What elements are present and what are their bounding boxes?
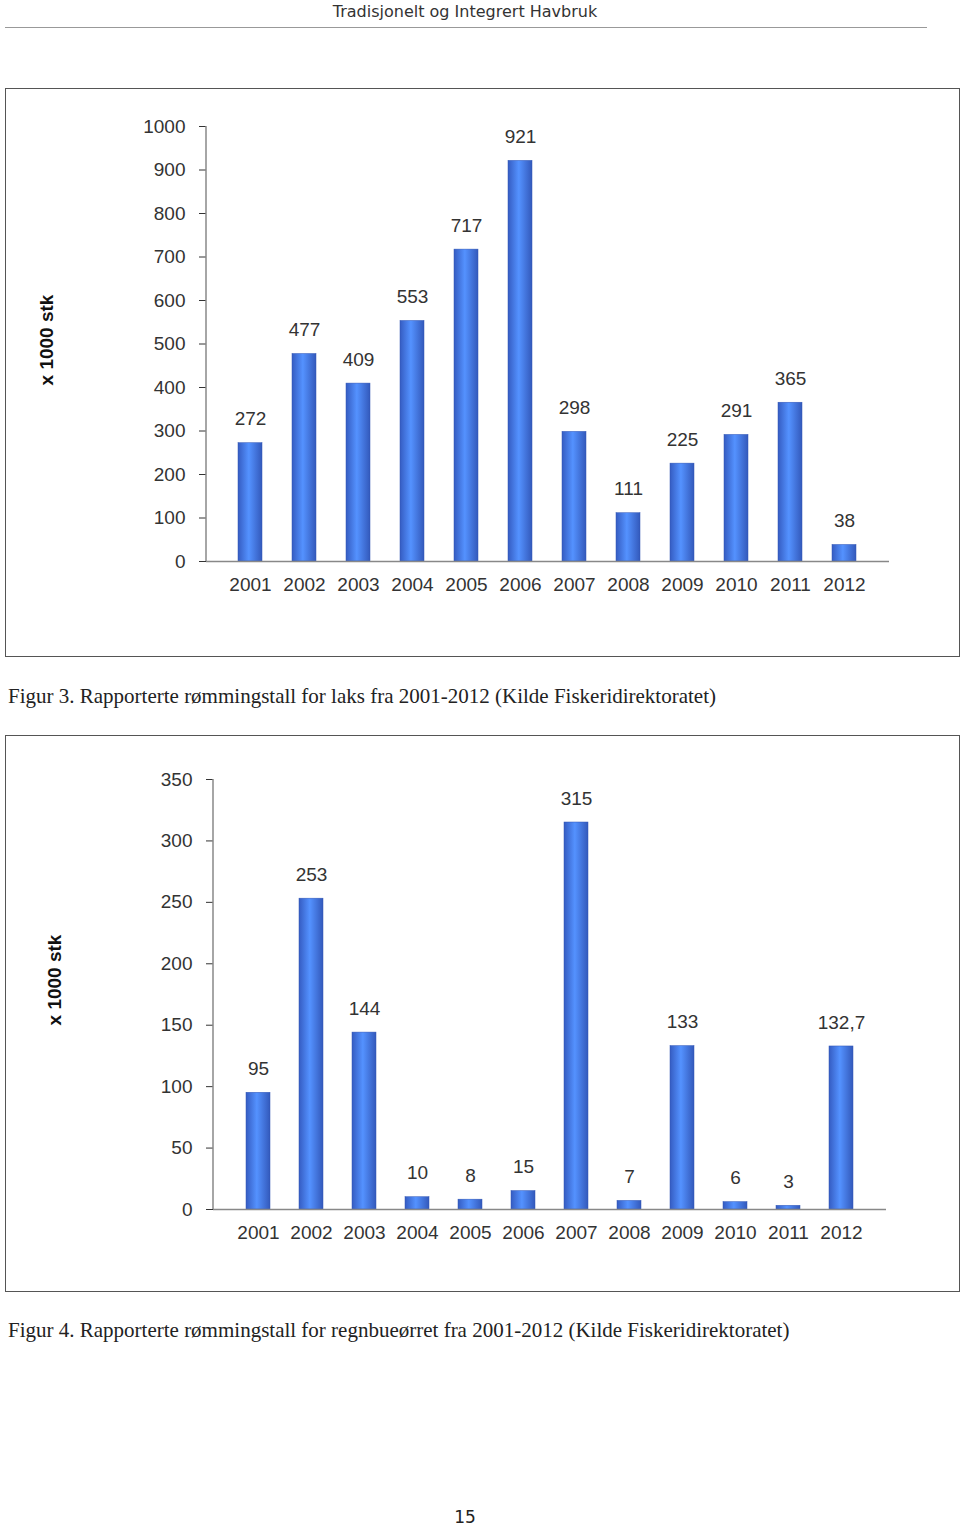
svg-text:409: 409 [343,349,375,370]
svg-text:315: 315 [561,788,593,809]
svg-text:0: 0 [175,551,186,572]
html-text:Tradisjonelt og Integrert Havb: Tradisjonelt og Integrert Havbruk [332,2,598,21]
svg-text:2004: 2004 [391,574,434,595]
svg-text:100: 100 [161,1076,193,1097]
html-text:x 1000 stk: x 1000 stk [44,934,65,1026]
svg-text:921: 921 [505,126,537,147]
svg-text:2011: 2011 [768,1222,809,1243]
svg-text:250: 250 [161,891,193,912]
svg-text:2008: 2008 [608,1222,650,1243]
svg-text:477: 477 [289,319,321,340]
svg-text:600: 600 [154,290,186,311]
svg-text:8: 8 [465,1165,476,1186]
svg-text:111: 111 [614,478,643,499]
svg-text:2007: 2007 [553,574,595,595]
svg-text:225: 225 [667,429,699,450]
svg-text:38: 38 [834,510,855,531]
svg-text:2011: 2011 [770,574,811,595]
svg-text:2008: 2008 [607,574,649,595]
svg-text:2007: 2007 [555,1222,597,1243]
html-text:x 1000 stk: x 1000 stk [36,294,57,386]
svg-text:150: 150 [161,1014,193,1035]
svg-text:800: 800 [154,203,186,224]
svg-text:2001: 2001 [229,574,271,595]
svg-text:6: 6 [730,1167,741,1188]
svg-text:272: 272 [235,408,267,429]
svg-text:2002: 2002 [290,1222,332,1243]
svg-text:0: 0 [182,1199,193,1220]
svg-text:200: 200 [154,464,186,485]
svg-text:7: 7 [624,1166,635,1187]
svg-text:300: 300 [161,830,193,851]
svg-text:365: 365 [775,368,807,389]
svg-text:133: 133 [667,1011,699,1032]
svg-text:2012: 2012 [823,574,865,595]
svg-text:717: 717 [451,215,483,236]
svg-text:3: 3 [783,1171,794,1192]
svg-text:1000: 1000 [143,116,185,137]
svg-text:2009: 2009 [661,574,703,595]
html-text:15: 15 [454,1507,476,1527]
svg-text:2005: 2005 [445,574,487,595]
svg-text:15: 15 [513,1156,534,1177]
svg-text:2006: 2006 [499,574,541,595]
svg-text:2009: 2009 [661,1222,703,1243]
svg-text:2004: 2004 [396,1222,439,1243]
svg-text:100: 100 [154,507,186,528]
svg-text:253: 253 [296,864,328,885]
svg-text:132,7: 132,7 [818,1012,866,1033]
svg-text:2003: 2003 [337,574,379,595]
svg-text:500: 500 [154,333,186,354]
svg-text:2012: 2012 [820,1222,862,1243]
svg-text:50: 50 [171,1137,192,1158]
svg-text:900: 900 [154,159,186,180]
html-text:Figur 4. Rapporterte rømmingst: Figur 4. Rapporterte rømmingstall for re… [8,1318,790,1342]
html-text:Figur 3. Rapporterte rømmingst: Figur 3. Rapporterte rømmingstall for la… [8,684,716,708]
svg-text:95: 95 [248,1058,269,1079]
svg-text:2001: 2001 [237,1222,279,1243]
svg-text:2006: 2006 [502,1222,544,1243]
svg-text:144: 144 [349,998,381,1019]
svg-text:700: 700 [154,246,186,267]
svg-text:291: 291 [721,400,753,421]
svg-text:200: 200 [161,953,193,974]
svg-text:400: 400 [154,377,186,398]
svg-text:10: 10 [407,1162,428,1183]
svg-text:553: 553 [397,286,429,307]
svg-text:298: 298 [559,397,591,418]
svg-text:2010: 2010 [714,1222,756,1243]
svg-text:2010: 2010 [715,574,757,595]
svg-text:2002: 2002 [283,574,325,595]
svg-text:300: 300 [154,420,186,441]
svg-text:2005: 2005 [449,1222,491,1243]
svg-text:350: 350 [161,769,193,790]
svg-text:2003: 2003 [343,1222,385,1243]
